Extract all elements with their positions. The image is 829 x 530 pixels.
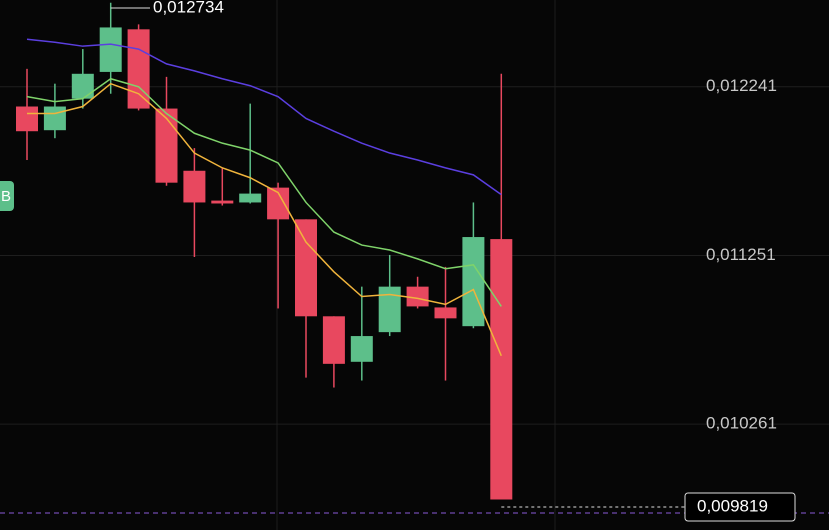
candle-body [239, 193, 262, 203]
side-badge-box [0, 181, 14, 211]
candle-body [434, 307, 457, 319]
candle-body [406, 286, 429, 307]
candle-body [71, 73, 94, 99]
y-tick-label: 0,012241 [706, 76, 777, 95]
candle-body [378, 286, 401, 333]
candle-body [267, 187, 290, 220]
candle-body [295, 219, 317, 317]
candle-body [350, 336, 373, 362]
candle-body [490, 239, 513, 500]
candle-body [155, 108, 178, 183]
high-marker-label: 0,012734 [153, 0, 224, 16]
side-badge: B [1, 188, 11, 205]
candle-body [16, 106, 38, 132]
y-tick-label: 0,011251 [706, 245, 776, 264]
last-price-box [684, 492, 796, 522]
candle-body [127, 29, 150, 109]
candle-body [43, 106, 66, 131]
candle-body [211, 200, 234, 204]
y-tick-label: 0,010261 [706, 414, 777, 433]
moving-average-line [26, 77, 502, 307]
moving-average-line [26, 38, 502, 196]
candle-body [99, 27, 122, 72]
candle-body [322, 316, 345, 364]
candle-body [462, 237, 485, 327]
moving-average-line [27, 82, 502, 357]
last-price-label: 0,009819 [697, 496, 768, 515]
candle-body [183, 170, 206, 203]
